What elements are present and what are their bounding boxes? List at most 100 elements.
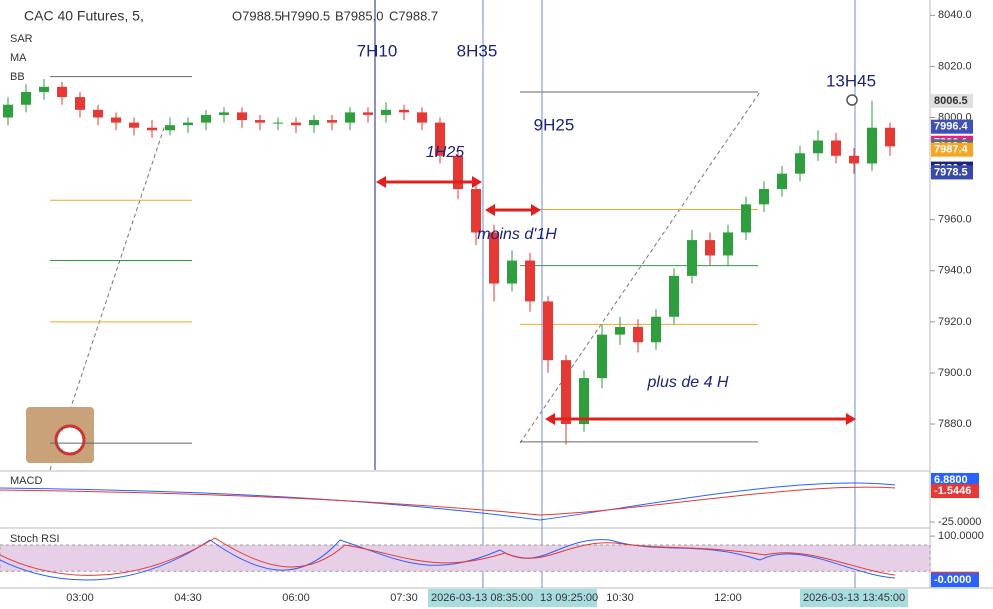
candle-body [129, 122, 139, 128]
candle-body [453, 155, 463, 190]
candle-body [219, 112, 229, 115]
price-label-box [931, 119, 973, 134]
candle-body [543, 301, 553, 361]
candle-body [687, 240, 697, 276]
value-label: -1.5446 [934, 485, 971, 497]
value-label-box [931, 573, 979, 588]
candle-body [39, 86, 49, 92]
ohlc-value: C7988.7 [389, 8, 438, 23]
candle-body [831, 140, 841, 156]
candle-body [561, 360, 571, 425]
crosshair-label-box [800, 589, 908, 607]
price-label-box [931, 142, 973, 157]
x-tick-label: 03:00 [66, 592, 94, 604]
crosshair-label: 2026-03-13 08:35:00 [431, 592, 533, 604]
candle-body [525, 260, 535, 302]
x-tick-label: 12:00 [714, 592, 742, 604]
candle-body [363, 112, 373, 115]
trend-line [519, 91, 761, 444]
candle-body [651, 316, 661, 343]
candle-body [435, 122, 445, 156]
candle-body [615, 326, 625, 335]
pane-title: MACD [10, 475, 42, 487]
candle-body [165, 125, 175, 131]
candle-body [759, 189, 769, 205]
candle-body [201, 114, 211, 123]
candle-body [417, 112, 427, 123]
crosshair-label-box [537, 589, 597, 607]
y-tick-label: 7900.0 [938, 367, 972, 379]
crosshair-label: 2026-03-13 13:45:00 [803, 592, 905, 604]
candle-body [93, 109, 103, 118]
x-tick-label: 06:00 [282, 592, 310, 604]
candle-body [741, 204, 751, 233]
candle-body [705, 240, 715, 256]
price-label: 8006.5 [934, 95, 968, 107]
candle-body [885, 127, 895, 147]
candle-body [147, 127, 157, 131]
candle-body [597, 334, 607, 379]
indicator-name: SAR [10, 33, 33, 45]
x-tick-label: 04:30 [174, 592, 202, 604]
logo [26, 407, 94, 463]
annotation: 1H25 [426, 144, 464, 161]
stoch-band [0, 544, 931, 572]
candle-body [381, 109, 391, 115]
pane-title: Stoch RSI [10, 533, 60, 545]
marker-circle [846, 94, 858, 106]
candle-body [237, 112, 247, 121]
x-tick-label: 07:30 [390, 592, 418, 604]
y-tick-label: 8040.0 [938, 9, 972, 21]
marker-label: 9H25 [534, 115, 575, 134]
candle-body [309, 120, 319, 126]
ohlc-value: O7988.5 [232, 8, 282, 23]
candle-body [471, 189, 481, 233]
y-tick-label: 7960.0 [938, 214, 972, 226]
candle-body [489, 232, 499, 284]
y-tick-label: 7880.0 [938, 418, 972, 430]
annotation: moins d'1H [477, 226, 557, 243]
annotation: plus de 4 H [647, 374, 729, 391]
candle-body [255, 120, 265, 123]
stoch-d [0, 537, 896, 576]
candle-body [399, 109, 409, 113]
price-label: 7996.4 [934, 121, 969, 133]
value-label-box [931, 484, 979, 499]
candle-body [723, 232, 733, 256]
candle-body [183, 122, 193, 126]
candle-body [21, 91, 31, 105]
candle-body [111, 117, 121, 123]
value-label: -0.0000 [934, 574, 971, 586]
y-tick-label: 8020.0 [938, 60, 972, 72]
candle-body [795, 153, 805, 174]
macd-line [0, 482, 896, 521]
candle-body [669, 275, 679, 317]
signal-line [0, 486, 896, 516]
candle-body [813, 140, 823, 154]
ohlc-value: H7990.5 [281, 8, 330, 23]
value-label-box [931, 472, 979, 487]
trend-line [49, 124, 166, 471]
candle-body [345, 112, 355, 123]
ohlc-value: B7985.0 [335, 8, 383, 23]
candle-body [327, 120, 337, 123]
candle-body [777, 173, 787, 190]
candle-body [633, 326, 643, 343]
y-tick-label: 7940.0 [938, 265, 972, 277]
y-tick-label: 100.0000 [938, 530, 984, 542]
price-label: 7987.4 [934, 144, 969, 156]
marker-label: 7H10 [357, 41, 398, 60]
marker-label: 8H35 [457, 41, 498, 60]
price-label: 7978.5 [934, 166, 968, 178]
candle-body [3, 104, 13, 118]
stoch-k [0, 539, 896, 581]
candle-body [579, 378, 589, 425]
indicator-name: BB [10, 71, 25, 83]
x-tick-label: 10:30 [606, 592, 634, 604]
candle-body [57, 86, 67, 98]
logo-clock [54, 424, 86, 456]
price-label-box [931, 165, 973, 180]
value-label: 6.8800 [934, 474, 968, 486]
marker-label: 13H45 [826, 71, 876, 90]
